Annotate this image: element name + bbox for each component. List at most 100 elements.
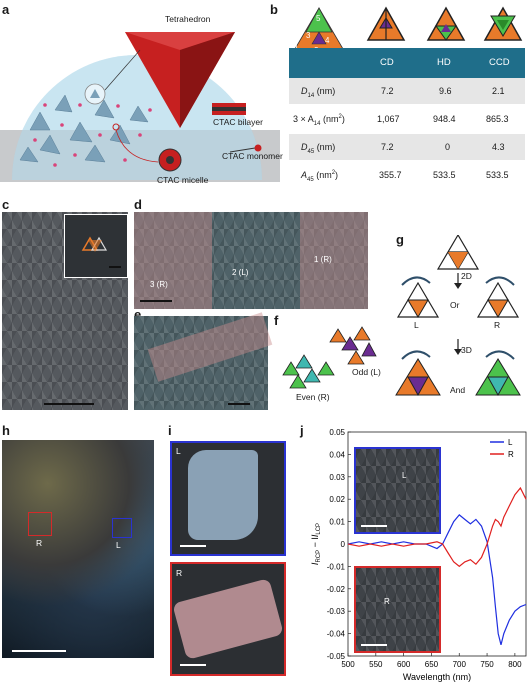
panel-letter-a: a: [2, 2, 10, 17]
sem-image-d: [134, 212, 368, 309]
optical-image-h: [2, 440, 154, 658]
table-row: D45 (nm) 7.2 0 4.3: [289, 134, 525, 160]
panel-f-packing: [282, 326, 377, 389]
x-tick-label: 650: [425, 660, 439, 669]
table-row: D14 (nm) 7.2 9.6 2.1: [289, 78, 525, 104]
scale-bar: [361, 525, 387, 527]
ccd-icon: [483, 6, 523, 41]
and-label: And: [450, 385, 466, 395]
blue-roi-box: [112, 518, 132, 538]
cell: 0: [445, 142, 451, 152]
y-tick-label: 0.03: [329, 473, 345, 482]
cell: 7.2: [381, 142, 394, 152]
y-tick-label: -0.04: [327, 630, 346, 639]
panel-letter-f: f: [274, 313, 279, 328]
ctac-monomer-label: CTAC monomer: [222, 151, 283, 161]
y-axis-label: IRCP − IILCP: [310, 523, 322, 565]
or-label: Or: [450, 300, 460, 310]
y-tick-label: -0.05: [327, 652, 346, 661]
inset-label-l: L: [402, 471, 407, 480]
key-number-5: 5: [316, 14, 321, 23]
hd-icon: [426, 6, 466, 41]
inset-triangles-icon: [81, 236, 108, 252]
key-number-4: 4: [325, 36, 330, 45]
table-row: A45 (nm2) 355.7 533.5 533.5: [289, 162, 525, 188]
inset-j-r: [354, 566, 441, 653]
i-label-r: R: [176, 568, 183, 578]
panel-g-scheme: [395, 235, 521, 397]
step-2d: 2D: [461, 271, 472, 281]
even-r-label: Even (R): [296, 392, 330, 402]
scale-bar: [44, 403, 94, 405]
inset-j-l: [354, 447, 441, 534]
ctac-micelle-label: CTAC micelle: [157, 175, 209, 185]
scale-bar: [180, 545, 206, 547]
cell: 7.2: [381, 86, 394, 96]
table-row: 3 × A14 (nm2) 1,067 948.4 865.3: [289, 106, 525, 132]
cd-spectrum-chart: 0.05 0.04 0.03 0.02 0.01 0 -0.01 -0.02 -0.03 -0.0…: [310, 428, 527, 682]
cell: 533.5: [486, 170, 509, 180]
cell: 948.4: [433, 114, 456, 124]
red-roi-box: [28, 512, 52, 536]
y-tick-label: 0.01: [329, 518, 345, 527]
parameter-table: CD HD CCD D14 (nm) 7.2 9.6 2.1 3 × A14 (…: [289, 48, 525, 191]
x-tick-label: 800: [508, 660, 522, 669]
domain-label-1r: 1 (R): [314, 255, 332, 264]
region-r-left: [134, 212, 212, 309]
panel-letter-b: b: [270, 2, 278, 17]
row-label: 3 × A14 (nm2): [293, 114, 345, 127]
scale-bar: [361, 644, 387, 646]
l-flake-overlay: [188, 450, 258, 540]
ctac-bilayer-label: CTAC bilayer: [213, 117, 263, 127]
y-tick-label: -0.02: [327, 585, 346, 594]
col-cd: CD: [380, 57, 394, 68]
scale-bar: [228, 403, 250, 405]
y-tick-label: -0.01: [327, 562, 346, 571]
series-line-R: [347, 486, 527, 568]
legend-label-R: R: [508, 450, 514, 459]
h-label-l: L: [116, 540, 121, 550]
x-axis-label: Wavelength (nm): [403, 672, 471, 682]
scale-bar: [109, 266, 121, 268]
table-header: CD HD CCD: [289, 48, 525, 78]
odd-l-label: Odd (L): [352, 367, 381, 377]
scale-bar: [180, 664, 206, 666]
panel-letter-j: j: [300, 423, 304, 438]
inset-label-r: R: [384, 597, 390, 606]
h-label-r: R: [36, 538, 43, 548]
series-line-L: [347, 514, 527, 645]
cell: 355.7: [379, 170, 402, 180]
row-label: A45 (nm2): [301, 170, 339, 183]
cell: 9.6: [439, 86, 452, 96]
key-number-1: 1: [294, 42, 299, 51]
x-tick-label: 500: [341, 660, 355, 669]
panel-letter-h: h: [2, 423, 10, 438]
scale-bar: [12, 650, 66, 652]
cell: 1,067: [377, 114, 400, 124]
x-tick-label: 750: [480, 660, 494, 669]
x-tick-label: 700: [453, 660, 467, 669]
y-tick-label: 0: [341, 540, 346, 549]
g-label-r: R: [494, 320, 501, 330]
panel-a-schematic: [0, 32, 280, 182]
i-label-l: L: [176, 446, 181, 456]
cell: 4.3: [492, 142, 505, 152]
row-label: D14 (nm): [301, 86, 336, 99]
y-tick-label: 0.02: [329, 495, 345, 504]
cell: 533.5: [433, 170, 456, 180]
domain-label-3r: 3 (R): [150, 280, 168, 289]
panel-letter-i: i: [168, 423, 172, 438]
scale-bar: [140, 300, 172, 302]
region-r-right: [300, 212, 368, 309]
panel-letter-e: e: [134, 307, 142, 322]
panel-letter-c: c: [2, 197, 10, 212]
x-tick-label: 600: [397, 660, 411, 669]
cd-icon: [366, 6, 406, 41]
g-label-l: L: [414, 320, 419, 330]
y-tick-label: 0.04: [329, 450, 345, 459]
tetrahedron-label: Tetrahedron: [165, 14, 211, 24]
step-3d: 3D: [461, 345, 472, 355]
x-tick-label: 550: [369, 660, 383, 669]
cell: 2.1: [492, 86, 505, 96]
row-label: D45 (nm): [301, 142, 336, 155]
